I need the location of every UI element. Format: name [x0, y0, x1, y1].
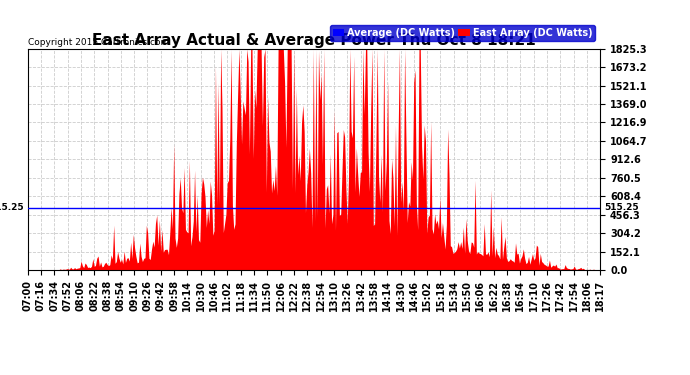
Text: 515.25: 515.25 — [0, 203, 23, 212]
Text: Copyright 2015 Cartronics.com: Copyright 2015 Cartronics.com — [28, 38, 169, 46]
Text: 515.25: 515.25 — [604, 203, 639, 212]
Title: East Array Actual & Average Power Thu Oct 8 18:21: East Array Actual & Average Power Thu Oc… — [92, 33, 536, 48]
Legend: Average (DC Watts), East Array (DC Watts): Average (DC Watts), East Array (DC Watts… — [330, 25, 595, 40]
